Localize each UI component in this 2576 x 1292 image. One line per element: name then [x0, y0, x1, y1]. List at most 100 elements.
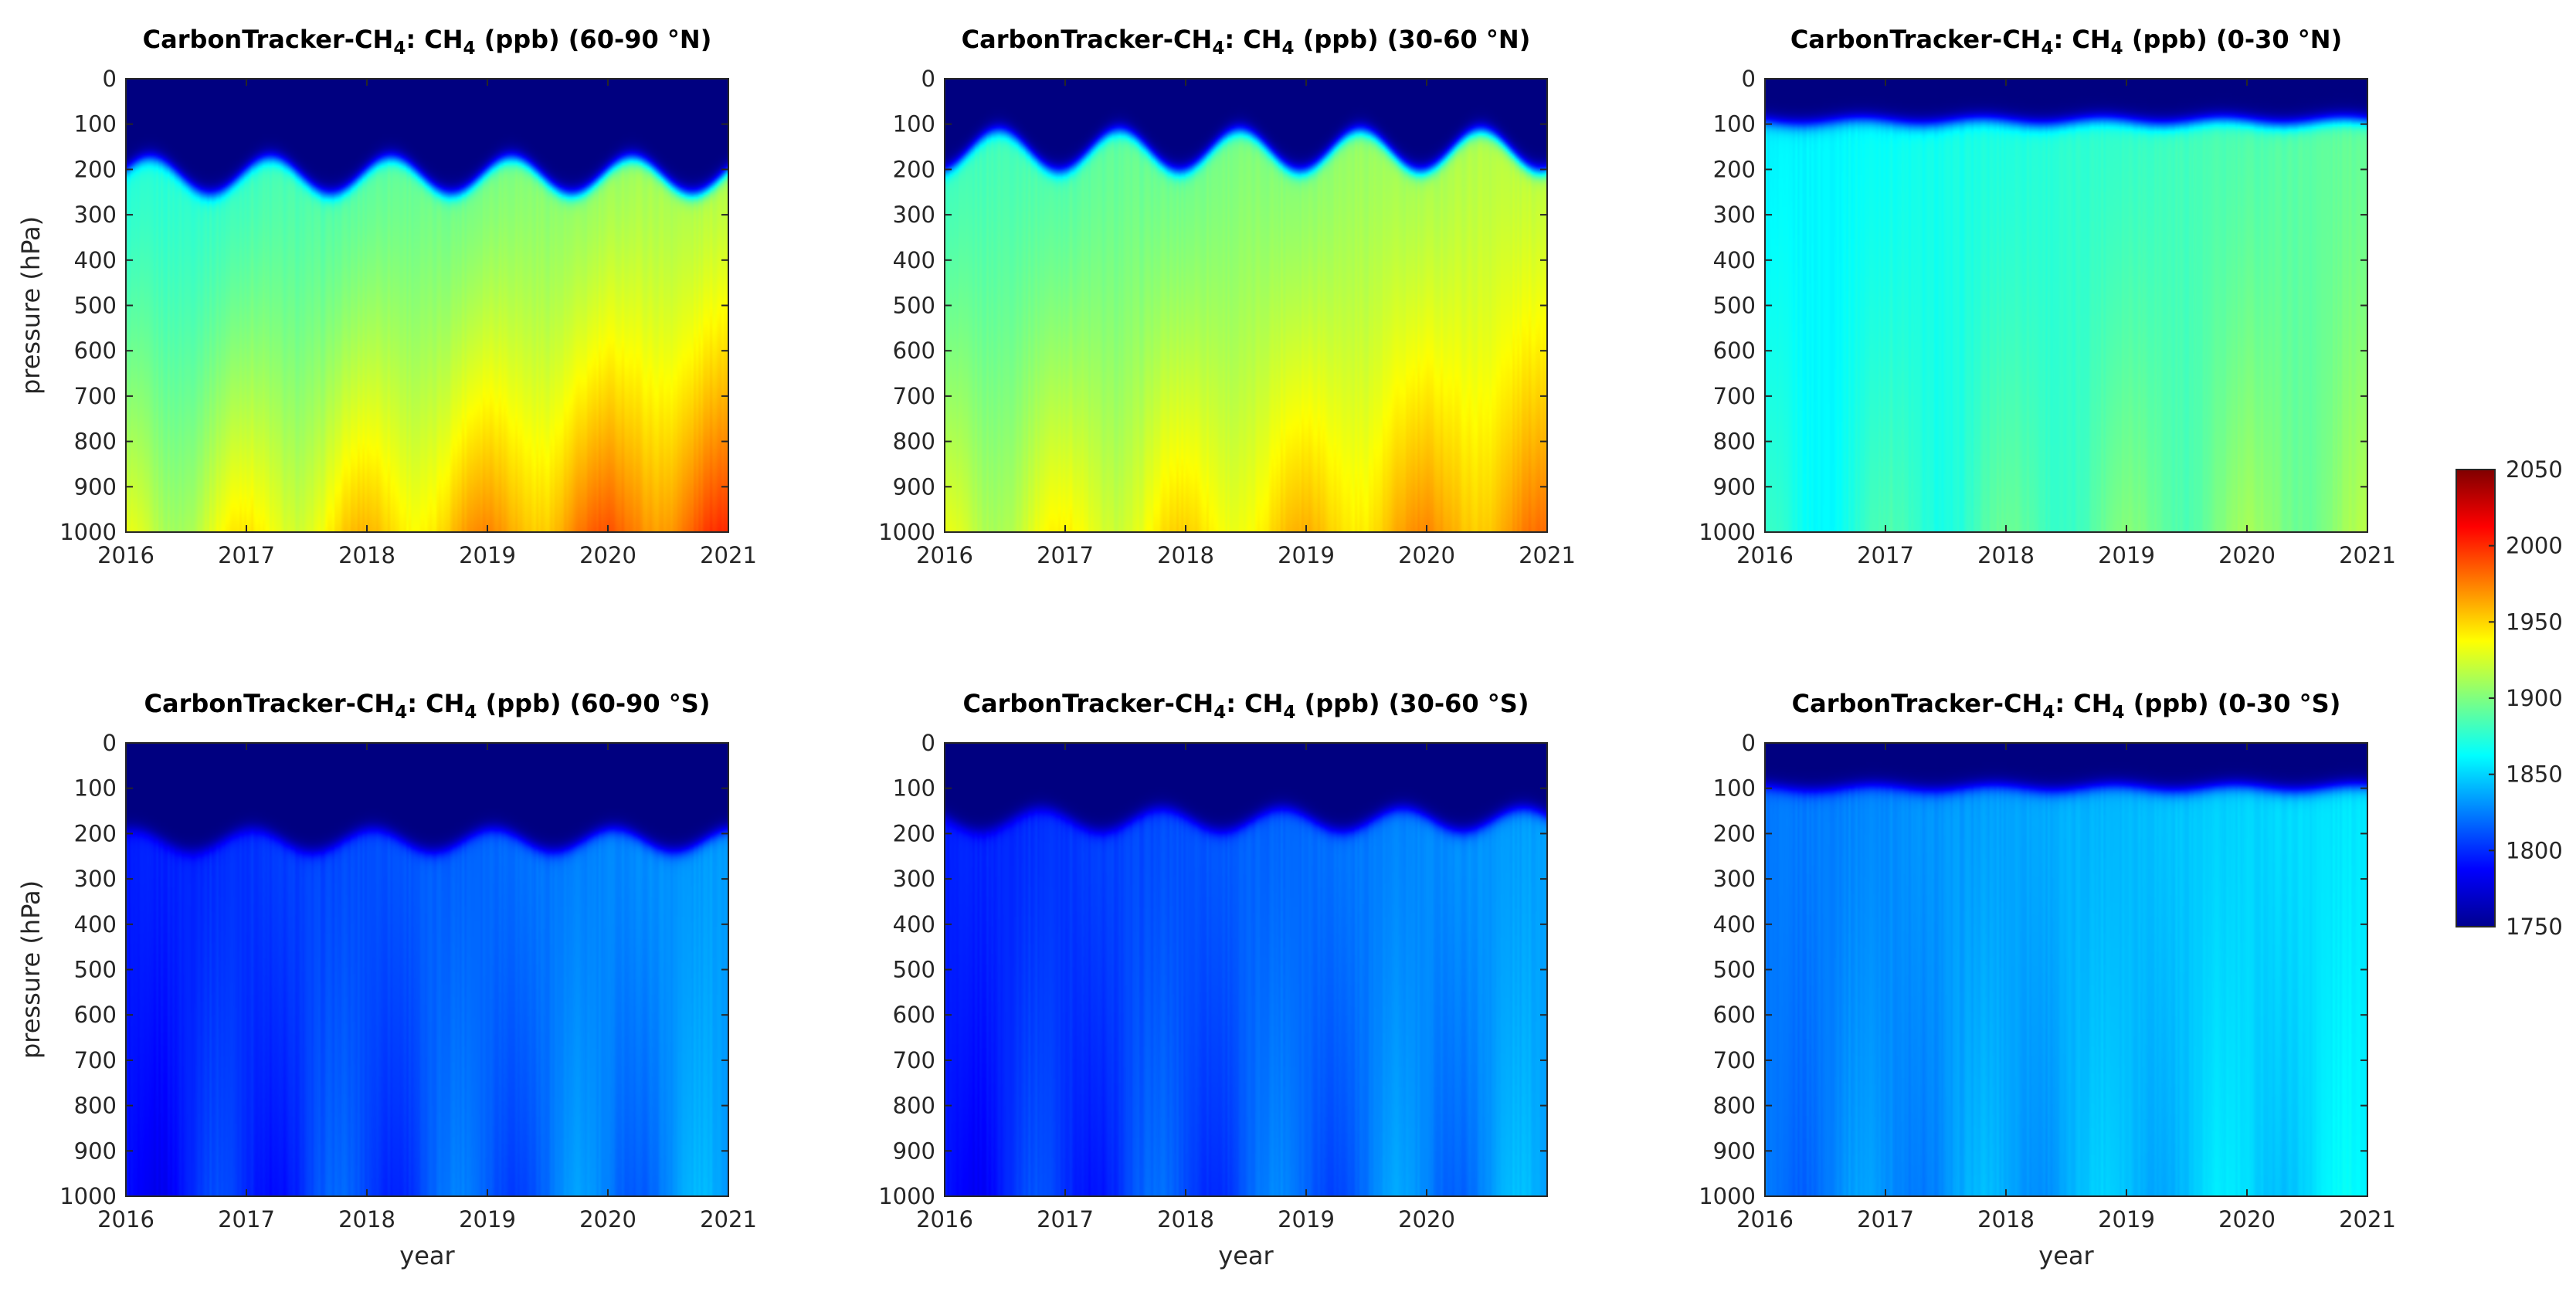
y-tick-label: 200	[893, 820, 935, 846]
x-tick-label: 2019	[459, 1206, 516, 1233]
colorbar-tick-label: 1800	[2506, 837, 2563, 863]
colorbar-tick-label: 2000	[2506, 533, 2563, 559]
y-tick-label: 300	[893, 202, 935, 228]
x-tick-label: 2020	[1398, 1206, 1455, 1233]
x-tick-label: 2019	[2098, 542, 2155, 568]
y-tick-label: 1000	[878, 1183, 935, 1209]
x-axis-label: year	[399, 1241, 455, 1270]
y-tick-label: 700	[893, 1047, 935, 1073]
panel-5: CarbonTracker-CH4: CH4 (ppb) (30-60 °S) 0…	[878, 689, 1548, 1270]
panel-1: CarbonTracker-CH4: CH4 (ppb) (60-90 °N) 0…	[16, 25, 757, 568]
x-tick-label: 2016	[1736, 1206, 1794, 1233]
colorbar-tick-label: 1900	[2506, 685, 2563, 711]
y-tick-label: 200	[1713, 156, 1756, 182]
x-tick-label: 2021	[2339, 1206, 2396, 1233]
x-tick-label: 2016	[1736, 542, 1794, 568]
y-tick-label: 300	[74, 866, 117, 892]
x-tick-label: 2021	[1519, 542, 1576, 568]
y-tick-label: 100	[893, 111, 935, 137]
y-tick-label: 700	[893, 383, 935, 409]
y-tick-label: 400	[74, 247, 117, 273]
x-tick-label: 2018	[1977, 1206, 2035, 1233]
y-tick-label: 1000	[1699, 519, 1756, 545]
y-tick-label: 600	[893, 1002, 935, 1028]
panel-4: CarbonTracker-CH4: CH4 (ppb) (60-90 °S) 0…	[16, 689, 757, 1270]
y-tick-label: 700	[1713, 1047, 1756, 1073]
y-tick-label: 200	[74, 820, 117, 846]
y-tick-label: 1000	[59, 519, 117, 545]
x-tick-label: 2020	[1398, 542, 1455, 568]
y-tick-label: 200	[1713, 820, 1756, 846]
panel-title: CarbonTracker-CH4: CH4 (ppb) (30-60 °N)	[962, 25, 1531, 59]
y-tick-label: 600	[1713, 1002, 1756, 1028]
y-tick-label: 800	[74, 1093, 117, 1119]
y-tick-label: 600	[74, 337, 117, 364]
x-tick-label: 2019	[1278, 1206, 1335, 1233]
y-axis-label: pressure (hPa)	[16, 216, 46, 395]
y-tick-label: 500	[893, 293, 935, 319]
y-tick-label: 400	[74, 911, 117, 938]
heatmap-image	[126, 743, 728, 1196]
x-tick-label: 2016	[916, 542, 973, 568]
panel-title: CarbonTracker-CH4: CH4 (ppb) (0-30 °N)	[1790, 25, 2342, 59]
panel-title: CarbonTracker-CH4: CH4 (ppb) (60-90 °S)	[144, 689, 711, 723]
y-tick-label: 700	[74, 1047, 117, 1073]
y-tick-label: 1000	[1699, 1183, 1756, 1209]
heatmap-image	[945, 79, 1547, 532]
y-tick-label: 1000	[878, 519, 935, 545]
x-tick-label: 2018	[1157, 542, 1214, 568]
y-axis-label: pressure (hPa)	[16, 880, 46, 1059]
y-tick-label: 0	[921, 730, 935, 756]
panel-6: CarbonTracker-CH4: CH4 (ppb) (0-30 °S) 0 1…	[1699, 689, 2396, 1270]
y-tick-label: 800	[893, 1093, 935, 1119]
y-tick-label: 600	[893, 337, 935, 364]
y-tick-label: 0	[921, 66, 935, 92]
colorbar-tick-label: 1750	[2506, 914, 2563, 940]
panel-2: CarbonTracker-CH4: CH4 (ppb) (30-60 °N) 0…	[878, 25, 1576, 568]
x-tick-label: 2020	[579, 542, 636, 568]
y-tick-label: 100	[74, 775, 117, 802]
colorbar: 1750 1800 1850 1900 1950 2000 2050	[2456, 456, 2563, 940]
x-tick-label: 2016	[97, 1206, 154, 1233]
y-tick-label: 500	[74, 293, 117, 319]
heatmap-image	[126, 79, 728, 532]
x-tick-label: 2017	[218, 542, 275, 568]
x-axis-label: year	[1218, 1241, 1274, 1270]
x-tick-label: 2016	[97, 542, 154, 568]
y-tick-label: 0	[1742, 66, 1756, 92]
y-tick-label: 200	[74, 156, 117, 182]
x-tick-label: 2021	[700, 542, 757, 568]
x-tick-label: 2021	[700, 1206, 757, 1233]
y-tick-label: 400	[893, 247, 935, 273]
x-tick-label: 2018	[338, 542, 395, 568]
colorbar-gradient	[2456, 470, 2495, 927]
y-tick-label: 800	[893, 429, 935, 455]
y-tick-label: 800	[1713, 1093, 1756, 1119]
panel-3: CarbonTracker-CH4: CH4 (ppb) (0-30 °N) 0 1…	[1699, 25, 2396, 568]
y-tick-label: 900	[1713, 1138, 1756, 1164]
y-tick-label: 500	[74, 957, 117, 983]
y-tick-label: 300	[1713, 202, 1756, 228]
y-tick-label: 900	[893, 473, 935, 500]
colorbar-tick-label: 1850	[2506, 761, 2563, 788]
y-tick-label: 300	[74, 202, 117, 228]
y-tick-label: 500	[893, 957, 935, 983]
y-tick-label: 400	[1713, 247, 1756, 273]
colorbar-tick-label: 2050	[2506, 456, 2563, 483]
y-tick-label: 300	[1713, 866, 1756, 892]
y-tick-label: 500	[1713, 293, 1756, 319]
x-tick-label: 2019	[459, 542, 516, 568]
x-axis-label: year	[2038, 1241, 2094, 1270]
x-tick-label: 2020	[579, 1206, 636, 1233]
x-tick-label: 2017	[1857, 1206, 1914, 1233]
y-tick-label: 0	[103, 730, 117, 756]
x-tick-label: 2017	[218, 1206, 275, 1233]
y-tick-label: 900	[893, 1138, 935, 1164]
x-tick-label: 2017	[1037, 1206, 1094, 1233]
panel-title: CarbonTracker-CH4: CH4 (ppb) (0-30 °S)	[1792, 689, 2341, 723]
y-tick-label: 1000	[59, 1183, 117, 1209]
y-tick-label: 200	[893, 156, 935, 182]
y-tick-label: 900	[74, 1138, 117, 1164]
y-tick-label: 700	[74, 383, 117, 409]
